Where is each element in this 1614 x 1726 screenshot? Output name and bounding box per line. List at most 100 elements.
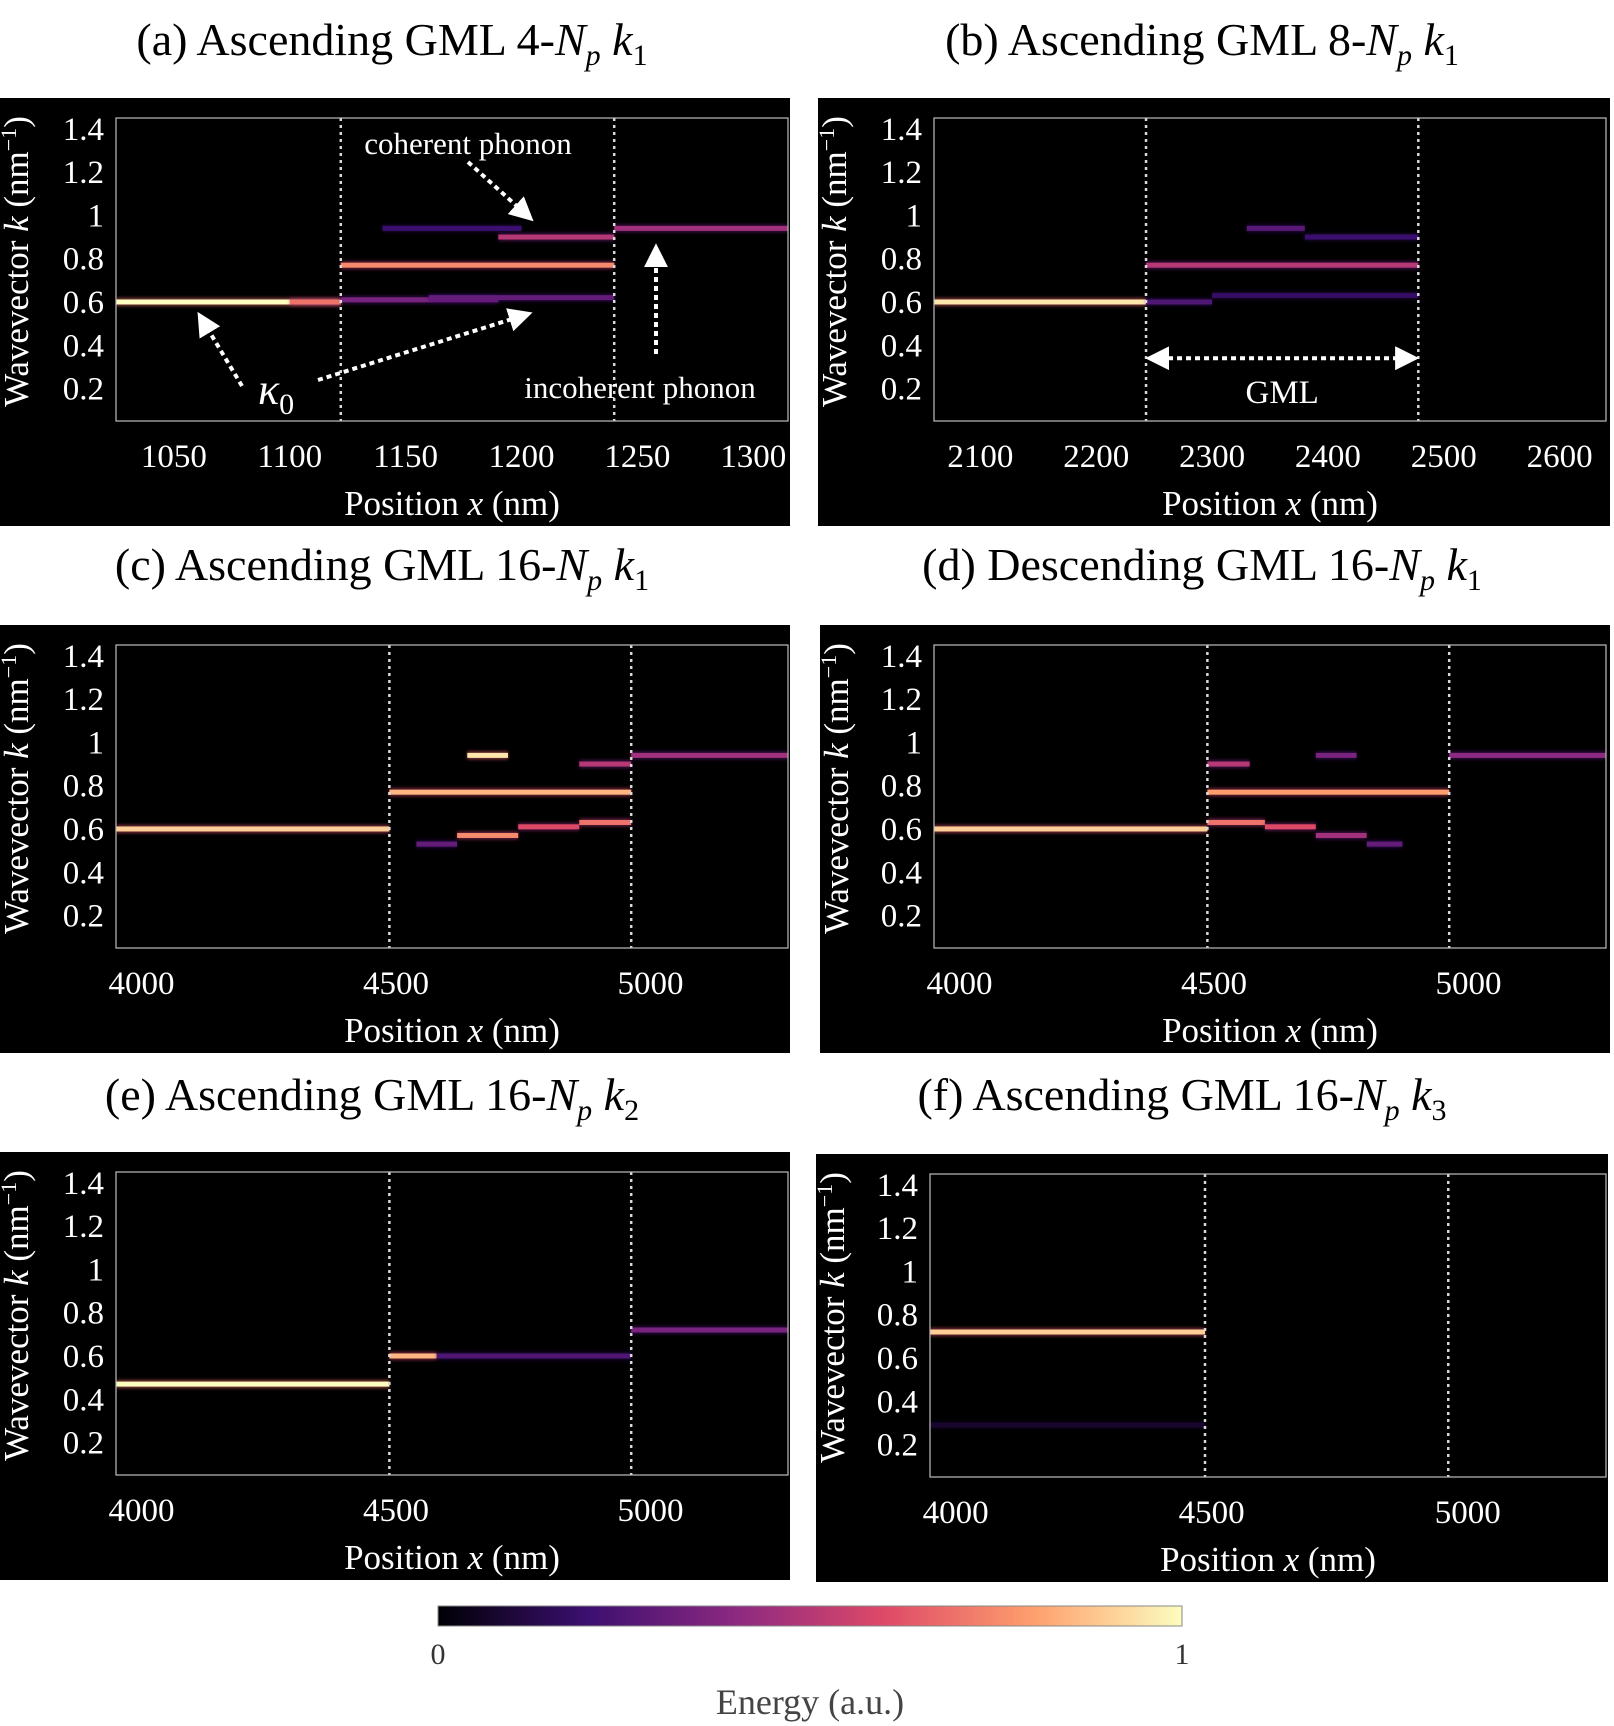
x-tick-label: 5000 (618, 1493, 684, 1529)
x-tick-label: 1200 (489, 439, 555, 475)
energy-band (631, 752, 788, 758)
x-tick-label: 5000 (1435, 1495, 1501, 1531)
panel-background (0, 625, 790, 1053)
plot-frame (115, 117, 789, 422)
x-tick-label: 1050 (141, 439, 207, 475)
y-tick-label: 1.4 (63, 639, 104, 675)
y-tick-label: 1.4 (881, 112, 922, 148)
energy-band (1146, 262, 1419, 268)
energy-band (934, 826, 1208, 832)
panel-title: (f) Ascending GML 16-Np k3 (917, 1069, 1446, 1127)
energy-band (1246, 225, 1305, 231)
energy-band (289, 299, 341, 305)
y-tick-label: 0.4 (881, 855, 922, 891)
energy-band (1212, 292, 1419, 298)
energy-band (340, 262, 615, 268)
colorbar-max-label: 1 (1175, 1638, 1190, 1671)
panel-c: (c) Ascending GML 16-Np k1 0.2 0.4 0.6 0.8 1 1… (0, 539, 790, 1053)
x-tick-label: 4000 (923, 1495, 989, 1531)
y-tick-label: 1.2 (63, 682, 104, 718)
x-axis-label: Position x (nm) (344, 484, 560, 523)
x-tick-label: 2600 (1527, 439, 1593, 475)
y-tick-label: 0.4 (881, 328, 922, 364)
energy-band (614, 225, 788, 231)
energy-band (1207, 789, 1450, 795)
y-tick-label: 0.6 (63, 812, 104, 848)
energy-band (116, 299, 341, 305)
y-tick-label: 1.4 (63, 112, 104, 148)
energy-band (416, 841, 458, 847)
energy-band (579, 761, 632, 767)
annotation-incoherent: incoherent phonon (524, 370, 756, 405)
y-tick-label: 1.4 (877, 1168, 918, 1204)
energy-band (1315, 832, 1367, 838)
energy-band (1207, 761, 1250, 767)
energy-band (930, 1329, 1206, 1335)
x-tick-label: 5000 (1436, 966, 1502, 1002)
y-tick-label: 0.6 (881, 812, 922, 848)
y-tick-label: 1.2 (881, 682, 922, 718)
y-tick-label: 0.4 (63, 1382, 104, 1418)
y-tick-label: 0.6 (877, 1341, 918, 1377)
y-tick-label: 0.2 (877, 1428, 918, 1464)
panel-title: (b) Ascending GML 8-Np k1 (945, 14, 1459, 72)
x-tick-label: 4000 (108, 966, 174, 1002)
plot-frame (115, 644, 789, 949)
arrow-coherent (466, 160, 534, 222)
annotation-gml: GML (1245, 375, 1318, 411)
colorbar-min-label: 0 (431, 1638, 446, 1671)
annotation-kappa: κ0 (258, 365, 294, 421)
y-tick-label: 0.6 (63, 285, 104, 321)
y-tick-label: 1 (902, 1254, 919, 1290)
bands (930, 1327, 1206, 1430)
energy-band (1366, 841, 1403, 847)
energy-band (1146, 299, 1213, 305)
x-tick-label: 2200 (1063, 439, 1129, 475)
x-tick-label: 5000 (618, 966, 684, 1002)
colorbar: 0 1 Energy (a.u.) (431, 1605, 1190, 1722)
panel-title: (e) Ascending GML 16-Np k2 (105, 1069, 639, 1127)
x-axis-label: Position x (nm) (1162, 484, 1378, 523)
x-tick-label: 1300 (720, 439, 786, 475)
plot-frame (929, 1173, 1607, 1478)
x-axis-label: Position x (nm) (1162, 1011, 1378, 1050)
x-tick-label: 2400 (1295, 439, 1361, 475)
energy-band (467, 752, 508, 758)
x-axis-label: Position x (nm) (344, 1011, 560, 1050)
y-tick-label: 0.2 (881, 372, 922, 408)
panel-e: (e) Ascending GML 16-Np k2 0.2 0.4 0.6 0.8 1 1… (0, 1069, 790, 1580)
y-tick-label: 0.8 (63, 769, 104, 805)
x-tick-label: 4000 (108, 1493, 174, 1529)
y-tick-label: 1.4 (63, 1166, 104, 1202)
panel-background (0, 1152, 790, 1580)
y-tick-label: 0.8 (881, 242, 922, 278)
panel-title: (d) Descending GML 16-Np k1 (922, 539, 1482, 597)
y-tick-label: 1.4 (881, 639, 922, 675)
energy-band (1207, 819, 1265, 825)
x-tick-label: 4500 (1179, 1495, 1245, 1531)
x-tick-label: 2500 (1411, 439, 1477, 475)
energy-band (930, 1422, 1206, 1428)
y-axis-label: Wavevector k (nm−1) (812, 1172, 852, 1463)
y-tick-label: 0.8 (63, 242, 104, 278)
energy-band (1304, 234, 1419, 240)
y-tick-label: 0.4 (63, 328, 104, 364)
y-tick-label: 1.2 (63, 1209, 104, 1245)
y-axis-label: Wavevector k (nm−1) (0, 1170, 36, 1461)
colorbar-gradient (437, 1605, 1183, 1627)
panel-title: (c) Ascending GML 16-Np k1 (115, 539, 649, 597)
y-tick-label: 0.8 (881, 769, 922, 805)
annotation-coherent: coherent phonon (364, 126, 572, 161)
y-tick-label: 1 (906, 725, 923, 761)
energy-band (1449, 752, 1606, 758)
y-axis-label: Wavevector k (nm−1) (0, 116, 36, 407)
energy-band (518, 824, 580, 830)
energy-band (389, 789, 632, 795)
y-tick-label: 0.8 (877, 1298, 918, 1334)
x-tick-label: 2100 (947, 439, 1013, 475)
panel-background (818, 98, 1610, 526)
y-tick-label: 0.6 (881, 285, 922, 321)
panel-f: (f) Ascending GML 16-Np k3 0.2 0.4 0.6 0.8 1 1… (812, 1069, 1608, 1582)
energy-band (116, 826, 390, 832)
